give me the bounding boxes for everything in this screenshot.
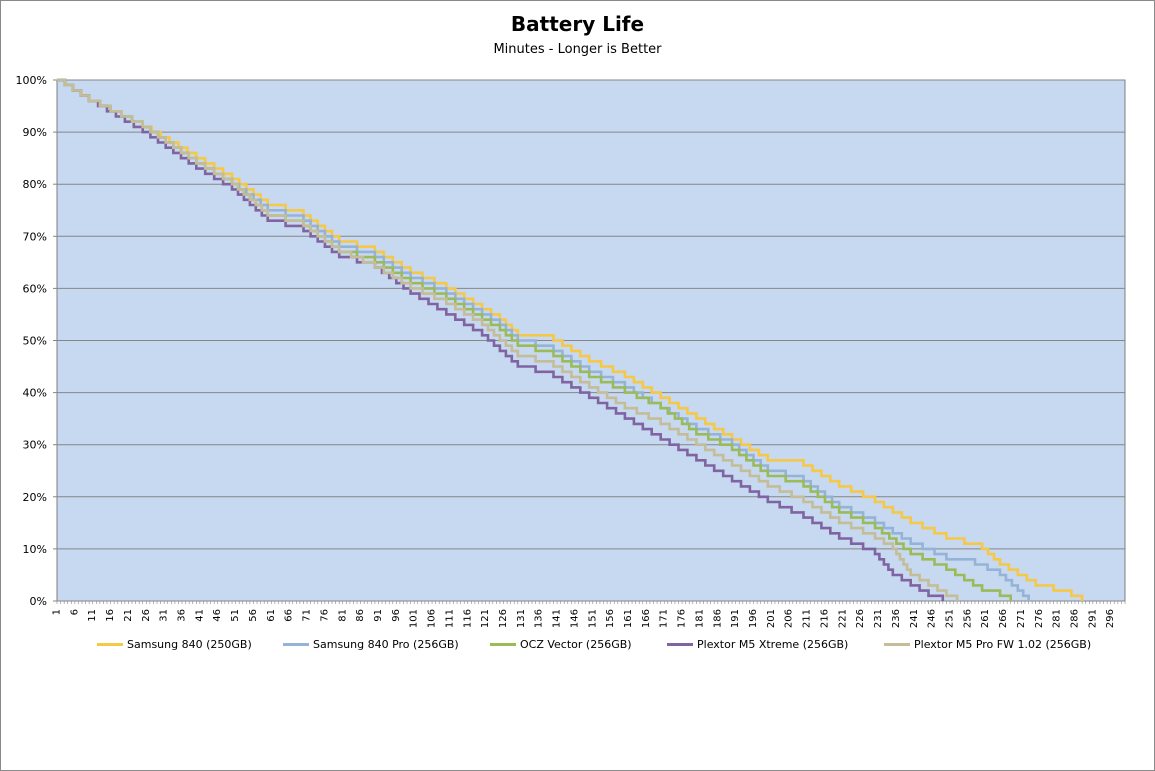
x-tick-label: 241 — [909, 609, 920, 628]
legend-item: Plextor M5 Pro FW 1.02 (256GB) — [884, 638, 1091, 651]
legend-swatch — [490, 643, 516, 646]
x-tick-label: 286 — [1069, 609, 1080, 628]
x-tick-label: 6 — [69, 609, 80, 615]
x-tick-label: 156 — [605, 609, 616, 628]
x-tick-label: 21 — [123, 609, 134, 622]
y-tick-label: 60% — [23, 282, 47, 295]
x-tick-label: 211 — [802, 609, 813, 628]
x-tick-label: 201 — [766, 609, 777, 628]
x-axis: 1 6 11 16 21 26 31 36 41 46 51 56 61 66 71 76 81 86 91 96 10… — [52, 601, 1126, 628]
x-tick-label: 186 — [712, 609, 723, 628]
x-tick-label: 11 — [87, 609, 98, 622]
legend-item: Plextor M5 Xtreme (256GB) — [667, 638, 848, 651]
x-tick-label: 61 — [266, 609, 277, 622]
x-tick-label: 246 — [927, 609, 938, 628]
y-tick-label: 70% — [23, 230, 47, 243]
x-tick-label: 176 — [677, 609, 688, 628]
legend-label: Samsung 840 Pro (256GB) — [313, 638, 459, 651]
x-tick-label: 106 — [427, 609, 438, 628]
x-tick-label: 71 — [302, 609, 313, 622]
legend: Samsung 840 (250GB) Samsung 840 Pro (256G… — [0, 638, 1155, 658]
y-tick-label: 0% — [30, 595, 47, 608]
y-tick-label: 100% — [16, 74, 47, 87]
legend-label: Plextor M5 Pro FW 1.02 (256GB) — [914, 638, 1092, 651]
chart-subtitle: Minutes - Longer is Better — [493, 42, 662, 57]
x-tick-label: 216 — [819, 609, 830, 628]
x-tick-label: 266 — [998, 609, 1009, 628]
x-tick-label: 236 — [891, 609, 902, 628]
x-tick-label: 101 — [409, 609, 420, 628]
legend-label: Samsung 840 (250GB) — [127, 638, 252, 651]
x-tick-label: 136 — [534, 609, 545, 628]
legend-swatch — [283, 643, 309, 646]
x-tick-label: 96 — [391, 609, 402, 622]
x-tick-label: 26 — [141, 609, 152, 622]
x-tick-label: 161 — [623, 609, 634, 628]
x-tick-label: 91 — [373, 609, 384, 622]
x-tick-label: 221 — [837, 609, 848, 628]
x-tick-label: 206 — [784, 609, 795, 628]
series-line-3 — [57, 78, 945, 601]
legend-item: Samsung 840 Pro (256GB) — [283, 638, 459, 651]
x-tick-label: 171 — [659, 609, 670, 628]
x-tick-label: 16 — [105, 609, 116, 622]
x-tick-label: 56 — [248, 609, 259, 622]
x-tick-label: 46 — [212, 609, 223, 622]
legend-label: Plextor M5 Xtreme (256GB) — [697, 638, 849, 651]
legend-item: OCZ Vector (256GB) — [490, 638, 632, 651]
x-tick-label: 81 — [337, 609, 348, 622]
x-tick-label: 181 — [694, 609, 705, 628]
x-tick-label: 111 — [444, 609, 455, 628]
x-tick-label: 76 — [319, 609, 330, 622]
x-tick-label: 226 — [855, 609, 866, 628]
chart-title: Battery Life — [510, 12, 645, 36]
legend-swatch — [884, 643, 910, 646]
y-tick-label: 30% — [23, 439, 47, 452]
y-tick-label: 80% — [23, 178, 47, 191]
series-line-0 — [57, 78, 1084, 601]
x-tick-label: 166 — [641, 609, 652, 628]
x-tick-label: 116 — [462, 609, 473, 628]
x-tick-label: 251 — [944, 609, 955, 628]
y-tick-label: 50% — [23, 335, 47, 348]
x-tick-label: 41 — [194, 609, 205, 622]
x-tick-label: 1 — [52, 609, 63, 615]
series-lines — [57, 78, 1084, 601]
x-tick-label: 281 — [1052, 609, 1063, 628]
x-tick-label: 141 — [552, 609, 563, 628]
x-tick-label: 151 — [587, 609, 598, 628]
x-tick-label: 51 — [230, 609, 241, 622]
y-tick-label: 20% — [23, 491, 47, 504]
x-tick-label: 31 — [159, 609, 170, 622]
y-axis: 0% 10% 20% 30% 40% 50% 60% 70% 80% 90% 100% — [16, 74, 57, 608]
x-tick-label: 86 — [355, 609, 366, 622]
x-tick-label: 296 — [1105, 609, 1116, 628]
x-tick-label: 196 — [748, 609, 759, 628]
x-tick-label: 261 — [980, 609, 991, 628]
x-tick-label: 121 — [480, 609, 491, 628]
x-tick-label: 191 — [730, 609, 741, 628]
y-tick-label: 10% — [23, 543, 47, 556]
legend-swatch — [97, 643, 123, 646]
x-tick-label: 36 — [177, 609, 188, 622]
x-tick-label: 256 — [962, 609, 973, 628]
series-line-4 — [57, 78, 959, 601]
y-tick-label: 90% — [23, 126, 47, 139]
x-tick-label: 276 — [1034, 609, 1045, 628]
x-tick-label: 66 — [284, 609, 295, 622]
x-tick-label: 131 — [516, 609, 527, 628]
legend-label: OCZ Vector (256GB) — [520, 638, 632, 651]
x-tick-label: 271 — [1016, 609, 1027, 628]
x-tick-label: 126 — [498, 609, 509, 628]
y-tick-label: 40% — [23, 387, 47, 400]
x-tick-label: 291 — [1087, 609, 1098, 628]
x-tick-label: 146 — [569, 609, 580, 628]
grid-lines — [57, 79, 1125, 602]
legend-swatch — [667, 643, 693, 646]
x-tick-label: 231 — [873, 609, 884, 628]
legend-item: Samsung 840 (250GB) — [97, 638, 252, 651]
